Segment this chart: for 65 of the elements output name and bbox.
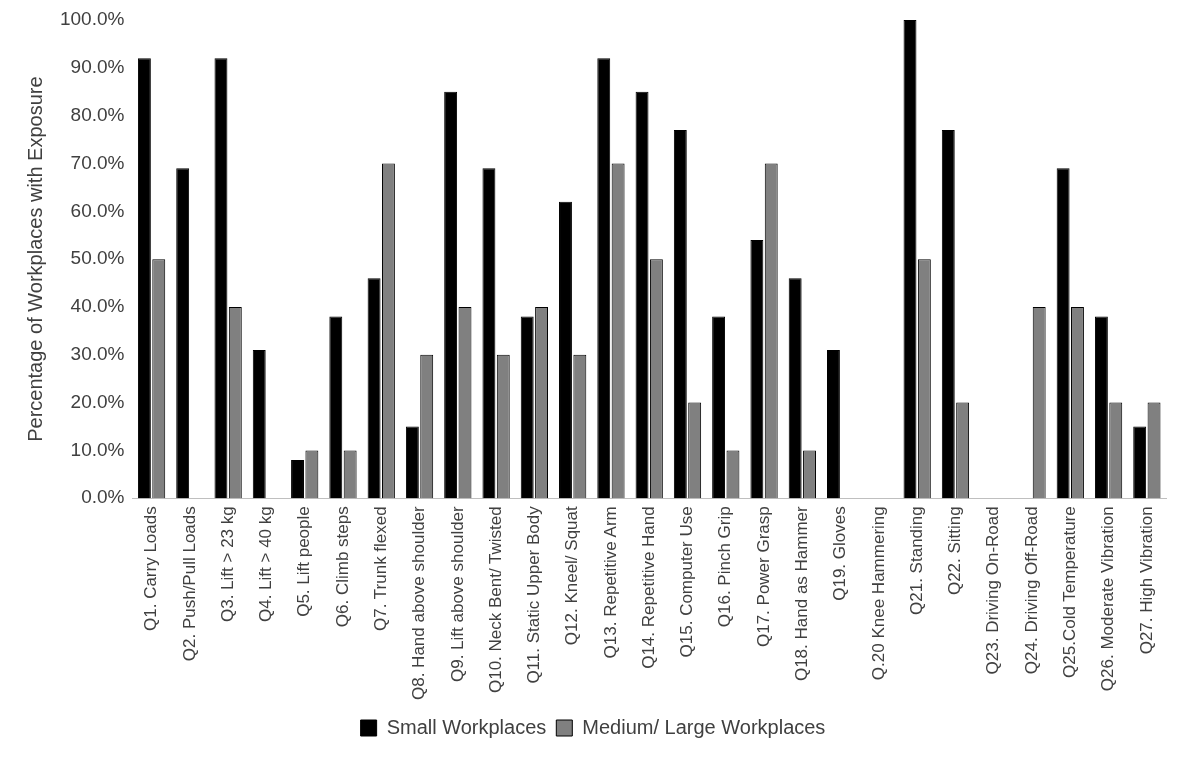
y-tick-label: 70.0% [70, 151, 125, 173]
bar [176, 168, 190, 499]
y-tick-label: 50.0% [70, 247, 125, 269]
bar [941, 130, 955, 499]
bar [635, 91, 649, 499]
x-tick-label: Q16. Pinch Grip [715, 506, 735, 628]
bar [1133, 426, 1147, 499]
x-tick-label: Q.20 Knee Hammering [868, 506, 888, 681]
x-tick-label: Q18. Hand as Hammer [792, 505, 812, 682]
x-tick-label: Q11. Static Upper Body [524, 505, 544, 684]
bar [750, 240, 764, 499]
x-tick-label: Q10. Neck Bent/ Twisted [485, 506, 505, 694]
x-tick-label: Q6. Climb steps [332, 506, 352, 628]
x-tick-label: Q4. Lift > 40 kg [256, 506, 276, 623]
x-tick-label: Q27. High Vibration [1136, 506, 1156, 655]
bar [673, 130, 687, 499]
x-tick-label: Q17. Power Grasp [753, 506, 773, 648]
y-axis-title: Percentage of Workplaces with Exposure [23, 76, 46, 442]
x-tick-label: Q13. Repetitive Arm [600, 506, 620, 659]
bar [444, 91, 458, 499]
bar [329, 316, 343, 499]
bar [520, 316, 534, 499]
legend-label: Medium/ Large Workplaces [582, 715, 826, 738]
x-tick-label: Q24. Driving Off-Road [1021, 506, 1041, 675]
y-tick-label: 40.0% [70, 295, 125, 317]
bar [597, 58, 611, 499]
y-tick-label: 20.0% [70, 390, 125, 412]
x-tick-label: Q9. Lift above shoulder [447, 505, 467, 683]
bar [1094, 316, 1108, 499]
bar [291, 460, 304, 499]
x-tick-label: Q21. Standing [906, 506, 926, 615]
bar [482, 168, 496, 499]
bar [252, 350, 266, 499]
x-tick-label: Q26. Moderate Vibration [1098, 506, 1118, 692]
x-tick-label: Q8. Hand above shoulder [409, 505, 429, 701]
y-tick-label: 100.0% [59, 8, 125, 30]
bar [559, 201, 572, 499]
x-tick-label: Q1. Carry Loads [141, 506, 161, 631]
x-tick-label: Q12. Kneel/ Squat [562, 505, 582, 646]
bar [137, 58, 151, 499]
y-tick-label: 60.0% [70, 199, 125, 221]
y-tick-label: 90.0% [70, 56, 125, 78]
x-tick-label: Q22. Sitting [945, 506, 965, 596]
bar [405, 426, 419, 499]
bar [367, 278, 381, 499]
x-tick-label: Q2. Push/Pull Loads [179, 506, 199, 662]
y-tick-label: 0.0% [81, 486, 125, 508]
y-tick-label: 30.0% [70, 343, 125, 365]
bar [712, 316, 726, 499]
bar [826, 350, 840, 499]
bar [1056, 168, 1070, 499]
bar [903, 20, 917, 499]
x-tick-label: Q23. Driving On-Road [983, 506, 1003, 675]
x-tick-label: Q15. Computer Use [677, 506, 697, 658]
bar [214, 58, 228, 499]
y-tick-label: 10.0% [70, 438, 125, 460]
bar [788, 278, 802, 499]
x-tick-label: Q5. Lift people [294, 506, 314, 617]
legend-label: Small Workplaces [386, 715, 547, 738]
y-tick-label: 80.0% [70, 103, 125, 125]
x-tick-label: Q25.Cold Temperature [1059, 506, 1079, 678]
x-tick-label: Q7. Trunk flexed [370, 506, 390, 631]
x-tick-label: Q19. Gloves [830, 506, 850, 601]
x-tick-label: Q3. Lift > 23 kg [217, 506, 237, 623]
x-tick-label: Q14. Repetitive Hand [638, 506, 658, 669]
